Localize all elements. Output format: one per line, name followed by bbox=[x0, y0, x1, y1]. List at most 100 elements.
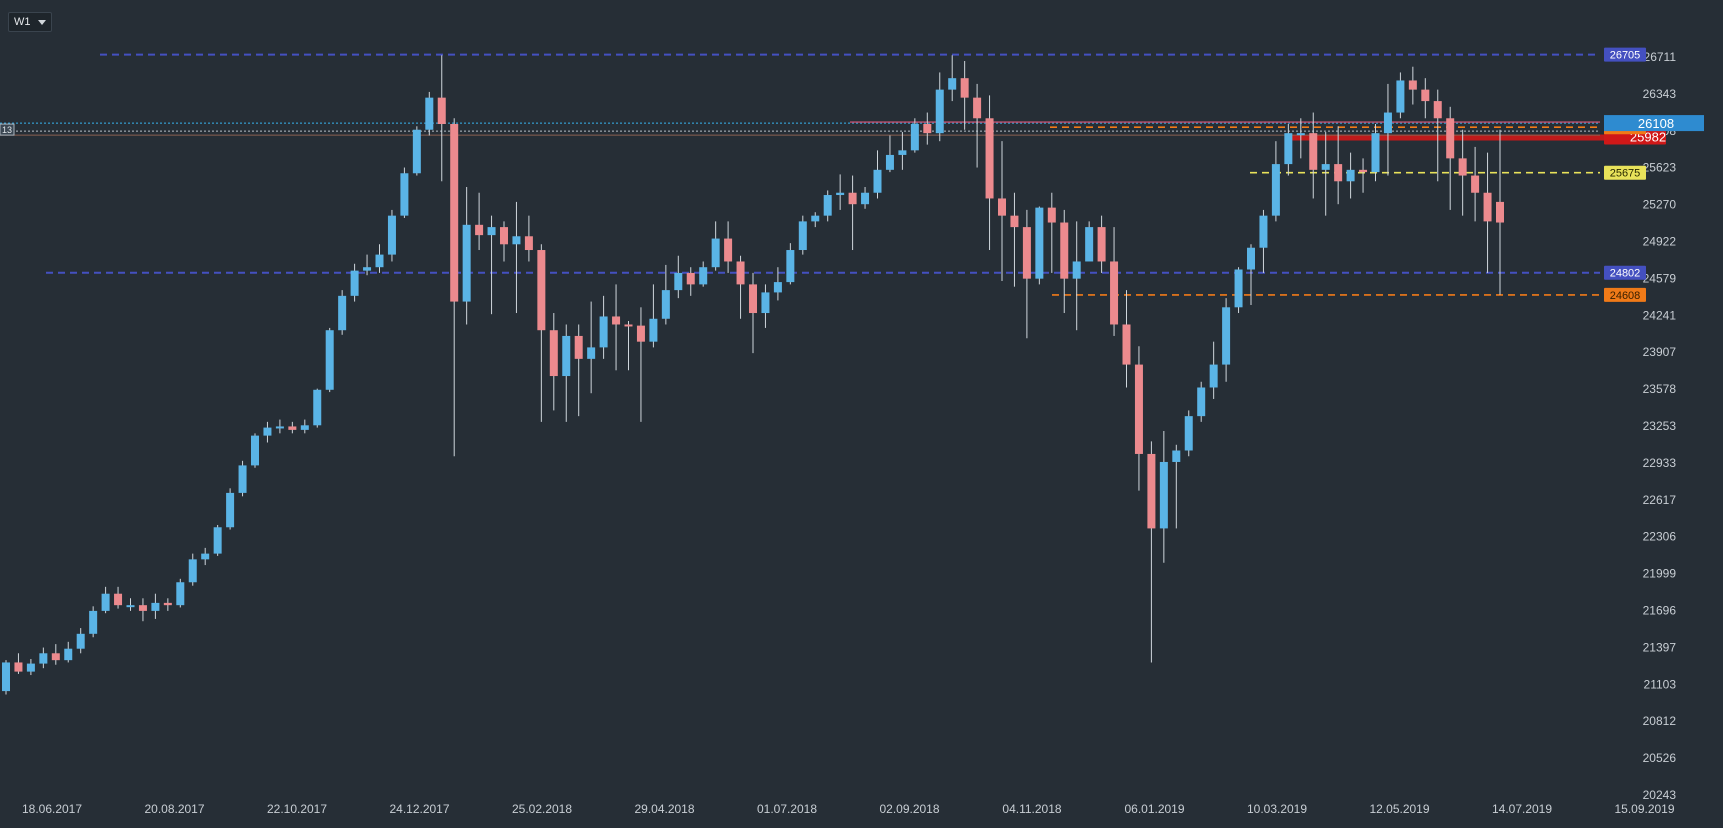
candle bbox=[176, 578, 185, 608]
candle bbox=[425, 91, 434, 136]
candle bbox=[1471, 146, 1480, 222]
candle-body bbox=[736, 261, 745, 285]
candle-body bbox=[935, 89, 944, 134]
candle-body bbox=[910, 123, 919, 151]
candle bbox=[350, 263, 359, 302]
candle bbox=[1035, 206, 1044, 285]
candle bbox=[26, 659, 35, 676]
price-tag bbox=[1604, 47, 1646, 62]
y-tick-label: 24922 bbox=[1643, 235, 1677, 249]
candle bbox=[674, 255, 683, 299]
candle-body bbox=[275, 426, 284, 429]
candle-body bbox=[487, 227, 496, 236]
candle bbox=[1197, 381, 1206, 422]
candle-body bbox=[1110, 261, 1119, 325]
candle bbox=[1496, 129, 1504, 295]
candle-body bbox=[873, 169, 882, 193]
y-tick-label: 24241 bbox=[1643, 308, 1677, 322]
candle bbox=[1383, 83, 1392, 176]
candle bbox=[89, 606, 98, 638]
candle-body bbox=[624, 324, 633, 327]
candle-body bbox=[1309, 133, 1318, 170]
candle-body bbox=[1471, 175, 1480, 193]
time-axis[interactable]: 18.06.2017 20.08.2017 22.10.2017 24.12.2017… bbox=[22, 802, 1675, 816]
candle bbox=[798, 215, 807, 255]
chevron-down-icon bbox=[37, 20, 46, 25]
candle-body bbox=[151, 602, 160, 611]
candle bbox=[201, 547, 210, 566]
candle bbox=[1483, 152, 1492, 273]
candle bbox=[338, 290, 347, 335]
left-edge-label: 13 bbox=[2, 125, 12, 135]
candle-body bbox=[848, 192, 857, 205]
horizontal-levels-layer bbox=[0, 53, 1605, 296]
candle-body bbox=[898, 150, 907, 155]
candle bbox=[1359, 158, 1368, 193]
candle-body bbox=[64, 648, 73, 661]
candle bbox=[562, 324, 571, 422]
price-axis[interactable]: 2671126343261082562325270249222457924241… bbox=[1643, 50, 1677, 802]
candle-body bbox=[350, 270, 359, 296]
candle-body bbox=[1085, 227, 1094, 262]
x-tick-label: 06.01.2019 bbox=[1124, 802, 1184, 816]
candle bbox=[1271, 141, 1280, 222]
candle-body bbox=[213, 527, 222, 554]
candle-body bbox=[1222, 307, 1231, 365]
candle bbox=[910, 118, 919, 153]
candle-body bbox=[251, 435, 259, 466]
candle-body bbox=[188, 559, 197, 583]
price-tag bbox=[1604, 265, 1646, 280]
candle bbox=[761, 284, 770, 328]
candle bbox=[1222, 298, 1231, 382]
candle-body bbox=[636, 325, 645, 342]
candle-body bbox=[1383, 112, 1392, 134]
candle bbox=[1022, 209, 1031, 339]
candle bbox=[960, 60, 969, 130]
candle bbox=[313, 388, 322, 428]
candle-body bbox=[1035, 207, 1044, 279]
candle-body bbox=[462, 224, 471, 302]
candle bbox=[500, 221, 508, 262]
candle bbox=[138, 598, 147, 622]
candle bbox=[1247, 244, 1255, 306]
x-tick-label: 12.05.2019 bbox=[1369, 802, 1429, 816]
candle-body bbox=[2, 662, 10, 692]
candle-body bbox=[1433, 101, 1442, 119]
candle bbox=[537, 244, 546, 422]
candle bbox=[1284, 123, 1293, 176]
candle bbox=[1433, 89, 1442, 182]
candle-body bbox=[138, 605, 147, 611]
candle bbox=[1147, 441, 1156, 663]
candle bbox=[64, 641, 73, 663]
candle-body bbox=[574, 335, 583, 359]
candle bbox=[213, 524, 222, 556]
candle bbox=[1110, 227, 1119, 336]
candle-body bbox=[1122, 324, 1131, 365]
candle bbox=[238, 460, 247, 497]
candle bbox=[226, 488, 235, 530]
candle bbox=[126, 598, 135, 611]
candle bbox=[898, 132, 907, 170]
candle-body bbox=[549, 330, 558, 377]
x-tick-label: 04.11.2018 bbox=[1002, 802, 1061, 816]
candle-body bbox=[674, 272, 683, 291]
candle bbox=[1458, 129, 1467, 216]
y-tick-label: 23907 bbox=[1643, 345, 1677, 359]
timeframe-selector[interactable]: W1 bbox=[8, 12, 52, 32]
candle-body bbox=[512, 236, 521, 245]
candle-body bbox=[1321, 164, 1330, 170]
candle-body bbox=[537, 250, 546, 331]
candle bbox=[848, 175, 857, 251]
x-tick-label: 15.09.2019 bbox=[1614, 802, 1674, 816]
candle-body bbox=[985, 118, 994, 199]
candle bbox=[1159, 431, 1168, 563]
candle-body bbox=[1483, 192, 1492, 222]
candle bbox=[1184, 410, 1193, 457]
candle bbox=[836, 174, 845, 210]
candle-body bbox=[1147, 453, 1156, 529]
candle-body bbox=[1396, 80, 1405, 113]
candle-body bbox=[76, 633, 85, 649]
candle-body bbox=[425, 97, 434, 130]
candle-body bbox=[1284, 133, 1293, 165]
